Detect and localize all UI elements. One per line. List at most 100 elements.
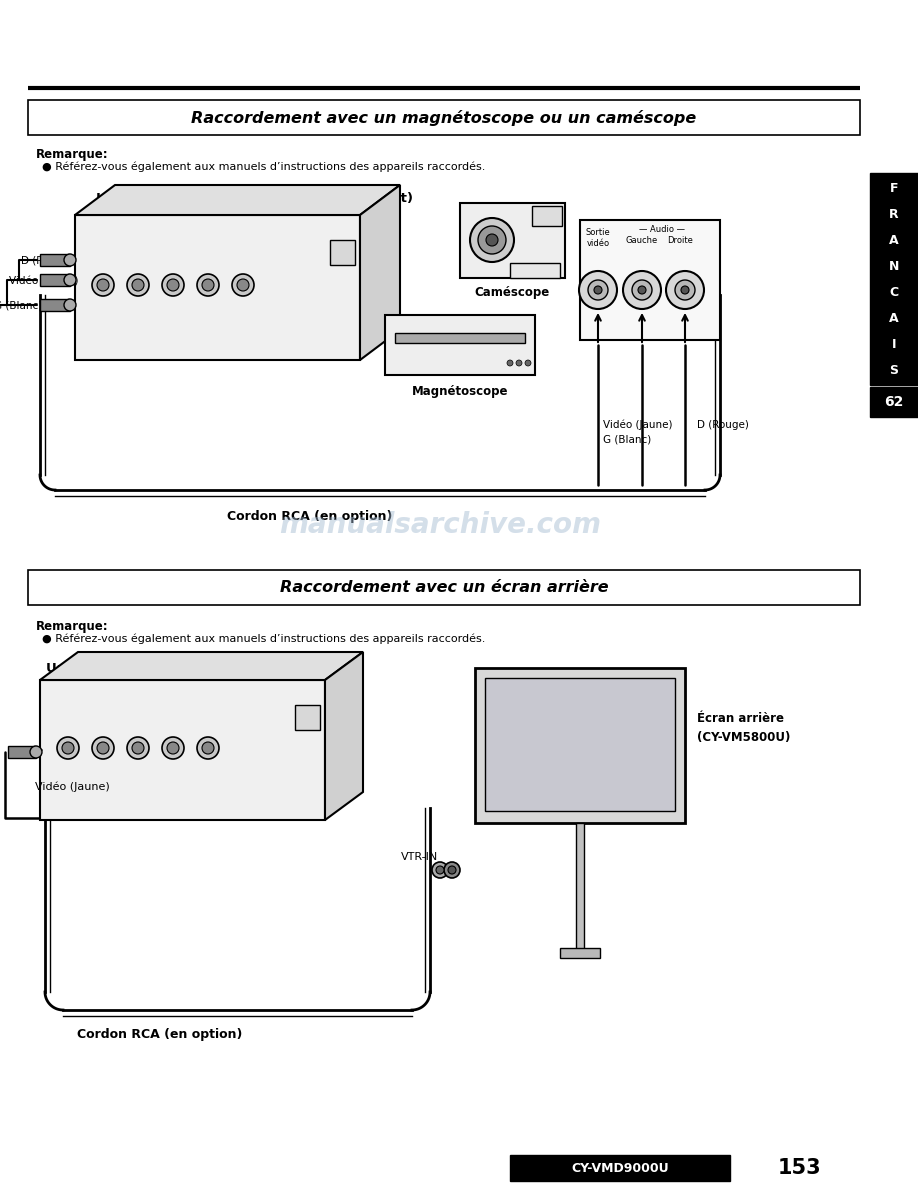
Text: R: R — [890, 208, 899, 221]
Text: Vidéo (Jaune): Vidéo (Jaune) — [603, 421, 673, 430]
Text: N: N — [889, 259, 900, 272]
Text: — Audio —: — Audio — — [639, 225, 685, 234]
Circle shape — [202, 279, 214, 291]
Text: Sortie
vidéo: Sortie vidéo — [586, 228, 610, 248]
Text: Raccordement avec un écran arrière: Raccordement avec un écran arrière — [280, 580, 609, 595]
Polygon shape — [360, 185, 400, 360]
Text: Cordon RCA (en option): Cordon RCA (en option) — [228, 510, 393, 523]
Circle shape — [62, 742, 74, 754]
Circle shape — [632, 280, 652, 301]
Circle shape — [486, 234, 498, 246]
Text: Vidéo (Jaune): Vidéo (Jaune) — [35, 782, 110, 792]
Bar — [330, 240, 355, 265]
Text: Unité de commande CY-VMD9000U (avant): Unité de commande CY-VMD9000U (avant) — [47, 662, 364, 675]
Bar — [580, 220, 720, 340]
Bar — [510, 1155, 730, 1181]
Bar — [40, 274, 70, 286]
Circle shape — [507, 360, 513, 366]
Bar — [40, 299, 70, 311]
Text: D (Rouge): D (Rouge) — [697, 421, 749, 430]
Circle shape — [197, 737, 219, 759]
Circle shape — [666, 271, 704, 309]
Circle shape — [132, 742, 144, 754]
Circle shape — [478, 226, 506, 254]
Circle shape — [516, 360, 522, 366]
Text: C: C — [890, 285, 899, 298]
Text: Cordon RCA (en option): Cordon RCA (en option) — [77, 1028, 242, 1041]
Bar — [870, 173, 918, 385]
Circle shape — [594, 286, 602, 293]
Bar — [28, 570, 860, 605]
Text: Unité de commande CY-VMD9000U (avant): Unité de commande CY-VMD9000U (avant) — [96, 192, 413, 206]
Polygon shape — [40, 652, 363, 680]
Circle shape — [579, 271, 617, 309]
Circle shape — [432, 862, 448, 878]
Circle shape — [132, 279, 144, 291]
Text: Écran arrière
(CY-VM5800U): Écran arrière (CY-VM5800U) — [697, 713, 790, 744]
Circle shape — [436, 866, 444, 874]
Text: CY-VMD9000U: CY-VMD9000U — [571, 1162, 669, 1175]
Text: S: S — [890, 364, 899, 377]
Circle shape — [588, 280, 608, 301]
Text: G (Blanc): G (Blanc) — [0, 301, 42, 311]
Text: Raccordement avec un magnétoscope ou un caméscope: Raccordement avec un magnétoscope ou un … — [191, 109, 697, 126]
Circle shape — [681, 286, 689, 293]
Circle shape — [64, 299, 76, 311]
Bar — [295, 704, 320, 729]
Text: I: I — [891, 337, 896, 350]
Circle shape — [64, 254, 76, 266]
Text: F: F — [890, 182, 898, 195]
Text: Remarque:: Remarque: — [36, 148, 108, 162]
Text: Magnétoscope: Magnétoscope — [412, 385, 509, 398]
Circle shape — [232, 274, 254, 296]
Bar — [395, 333, 525, 343]
Text: 153: 153 — [778, 1158, 822, 1178]
Bar — [28, 100, 860, 135]
Bar — [75, 215, 360, 360]
Text: ● Référez-vous également aux manuels d’instructions des appareils raccordés.: ● Référez-vous également aux manuels d’i… — [42, 633, 486, 644]
Circle shape — [92, 737, 114, 759]
Circle shape — [638, 286, 646, 293]
Polygon shape — [325, 652, 363, 820]
Circle shape — [237, 279, 249, 291]
Circle shape — [30, 746, 42, 758]
Text: manualsarchive.com: manualsarchive.com — [279, 511, 601, 539]
Bar — [460, 203, 565, 278]
Circle shape — [127, 274, 149, 296]
Circle shape — [202, 742, 214, 754]
Bar — [40, 680, 325, 820]
Circle shape — [167, 742, 179, 754]
Text: A: A — [890, 234, 899, 246]
Circle shape — [127, 737, 149, 759]
Bar — [560, 948, 600, 958]
Circle shape — [162, 737, 184, 759]
Circle shape — [57, 737, 79, 759]
Bar — [870, 387, 918, 417]
Bar — [532, 206, 562, 226]
Text: VTR-IN: VTR-IN — [401, 852, 439, 862]
Circle shape — [97, 279, 109, 291]
Circle shape — [525, 360, 531, 366]
Text: Droite: Droite — [667, 236, 693, 245]
Text: 62: 62 — [884, 394, 903, 409]
Text: A: A — [890, 311, 899, 324]
Circle shape — [444, 862, 460, 878]
Bar — [510, 263, 560, 278]
Text: Caméscope: Caméscope — [475, 286, 550, 299]
Circle shape — [448, 866, 456, 874]
Circle shape — [64, 274, 76, 286]
Text: Vidéo (Jaune): Vidéo (Jaune) — [9, 276, 79, 286]
Text: G (Blanc): G (Blanc) — [603, 434, 651, 444]
Circle shape — [167, 279, 179, 291]
Bar — [385, 315, 535, 375]
Bar — [8, 746, 36, 758]
Circle shape — [623, 271, 661, 309]
Bar — [40, 254, 70, 266]
Text: ● Référez-vous également aux manuels d’instructions des appareils raccordés.: ● Référez-vous également aux manuels d’i… — [42, 162, 486, 171]
Text: Gauche: Gauche — [626, 236, 658, 245]
Bar — [576, 823, 584, 953]
Text: D (Rouge): D (Rouge) — [21, 255, 73, 266]
Circle shape — [675, 280, 695, 301]
Circle shape — [470, 219, 514, 263]
Bar — [475, 668, 685, 823]
